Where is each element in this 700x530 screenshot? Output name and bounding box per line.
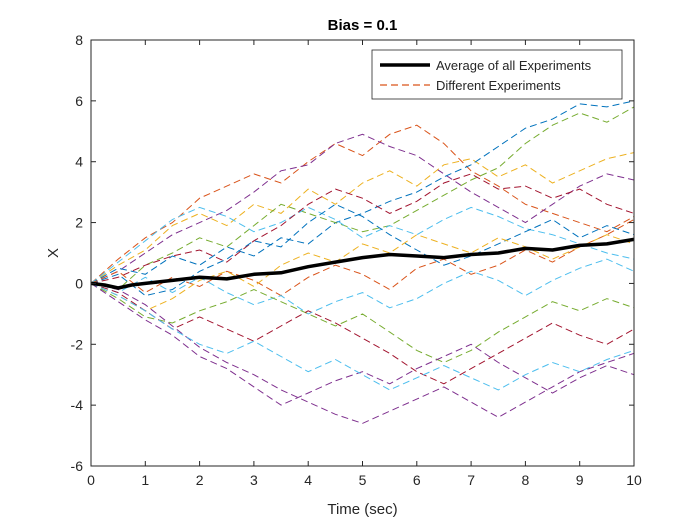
legend: Average of all Experiments Different Exp… [371,49,623,100]
experiment-line-11 [91,258,634,315]
experiment-line-16 [91,282,634,391]
experiment-line-6 [91,206,634,284]
y-tick-label: -2 [71,336,84,352]
experiment-line-10 [91,234,634,312]
x-tick-label: 6 [413,472,421,488]
x-tick-label: 5 [359,472,367,488]
x-axis-label: Time (sec) [327,501,397,518]
x-tick-label: 4 [304,472,312,488]
plot-area [91,40,634,466]
experiment-line-7 [91,173,634,284]
experiment-line-4 [91,100,634,284]
x-tick-label: 0 [87,472,95,488]
legend-box [371,49,623,100]
experiment-line-12 [91,282,634,364]
x-tick-label: 10 [626,472,642,488]
y-tick-label: 6 [75,93,83,109]
experiment-line-2 [91,133,634,284]
legend-average-label: Average of all Experiments [436,58,592,73]
x-tick-label: 2 [196,472,204,488]
y-tick-label: 4 [75,154,83,170]
experiment-line-3 [91,152,634,284]
x-tick-label: 3 [250,472,258,488]
y-tick-label: 8 [75,32,83,48]
legend-experiments-label: Different Experiments [436,78,561,93]
chart-title: Bias = 0.1 [328,17,398,34]
x-tick-label: 9 [576,472,584,488]
x-tick-label: 1 [141,472,149,488]
x-tick-label: 7 [467,472,475,488]
experiment-line-5 [91,106,634,291]
experiment-line-8 [91,203,634,297]
experiment-line-15 [91,282,634,406]
y-tick-label: 0 [75,275,83,291]
y-axis: -6 -4 -2 0 2 4 6 8 [71,32,634,474]
y-tick-label: -4 [71,397,84,413]
y-tick-label: -6 [71,458,84,474]
experiment-line-14 [91,282,634,424]
x-axis: 0 1 2 3 4 5 6 7 8 9 10 [87,40,642,488]
x-tick-label: 8 [522,472,530,488]
experiment-line-13 [91,282,634,385]
y-tick-label: 2 [75,215,83,231]
average-line [91,237,634,290]
average-line-group [91,237,634,290]
y-axis-label: X [45,248,62,258]
